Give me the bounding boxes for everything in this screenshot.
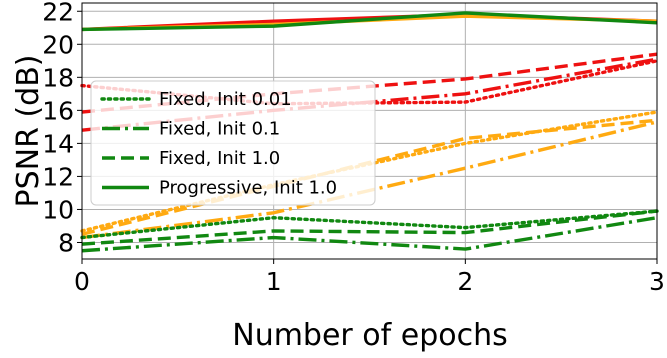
x-tick-label: 2 xyxy=(457,267,473,296)
series-line-green-dashed xyxy=(81,209,658,246)
y-tick-label: 22 xyxy=(42,0,74,26)
y-axis-label: PSNR (dB) xyxy=(11,55,46,208)
series-line-green-dashdot xyxy=(81,216,658,253)
x-tick-label: 0 xyxy=(74,267,90,296)
legend-label: Fixed, Init 0.01 xyxy=(159,89,292,110)
series-line-green-dotted xyxy=(80,209,659,240)
x-tick-label: 1 xyxy=(266,267,282,296)
y-tick-label: 16 xyxy=(42,96,74,125)
legend: Fixed, Init 0.01 Fixed, Init 0.1 Fixed, In… xyxy=(90,80,376,206)
y-tick-label: 12 xyxy=(42,162,74,191)
y-tick-label: 14 xyxy=(42,129,74,158)
series-line-green-solid xyxy=(81,11,658,32)
y-tick-label: 10 xyxy=(42,195,74,224)
legend-label: Fixed, Init 0.1 xyxy=(159,119,280,140)
y-tick-label: 20 xyxy=(42,30,74,59)
legend-label: Fixed, Init 1.0 xyxy=(159,148,280,169)
legend-box xyxy=(90,80,376,206)
legend-label: Progressive, Init 1.0 xyxy=(159,178,337,199)
x-axis-label: Number of epochs xyxy=(232,318,508,353)
plot-frame xyxy=(81,2,658,260)
y-tick-label: 8 xyxy=(58,228,74,257)
y-tick-label: 18 xyxy=(42,63,74,92)
x-tick-label: 3 xyxy=(649,267,665,296)
